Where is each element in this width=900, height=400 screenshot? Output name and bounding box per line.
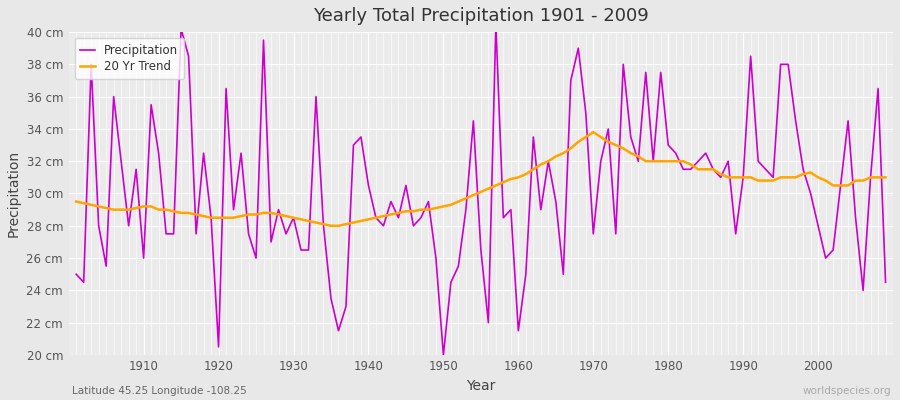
- 20 Yr Trend: [130, 206, 141, 210]
- Line: 20 Yr Trend: 20 Yr Trend: [76, 132, 886, 226]
- Precipitation: [295, 248, 306, 252]
- 20 Yr Trend: [295, 217, 306, 222]
- Precipitation: [130, 167, 141, 172]
- Y-axis label: Precipitation: Precipitation: [7, 150, 21, 237]
- Text: worldspecies.org: worldspecies.org: [803, 386, 891, 396]
- 20 Yr Trend: [618, 146, 629, 151]
- Title: Yearly Total Precipitation 1901 - 2009: Yearly Total Precipitation 1901 - 2009: [313, 7, 649, 25]
- Precipitation: [71, 272, 82, 277]
- 20 Yr Trend: [513, 175, 524, 180]
- Precipitation: [880, 280, 891, 285]
- Precipitation: [438, 352, 449, 357]
- 20 Yr Trend: [880, 175, 891, 180]
- Precipitation: [618, 62, 629, 67]
- Precipitation: [520, 272, 531, 277]
- 20 Yr Trend: [71, 199, 82, 204]
- Precipitation: [528, 134, 539, 139]
- 20 Yr Trend: [348, 220, 359, 225]
- Legend: Precipitation, 20 Yr Trend: Precipitation, 20 Yr Trend: [75, 38, 184, 79]
- Precipitation: [340, 304, 351, 309]
- 20 Yr Trend: [326, 223, 337, 228]
- Line: Precipitation: Precipitation: [76, 24, 886, 355]
- Text: Latitude 45.25 Longitude -108.25: Latitude 45.25 Longitude -108.25: [72, 386, 247, 396]
- 20 Yr Trend: [520, 172, 531, 176]
- 20 Yr Trend: [588, 130, 598, 134]
- X-axis label: Year: Year: [466, 379, 496, 393]
- Precipitation: [491, 22, 501, 26]
